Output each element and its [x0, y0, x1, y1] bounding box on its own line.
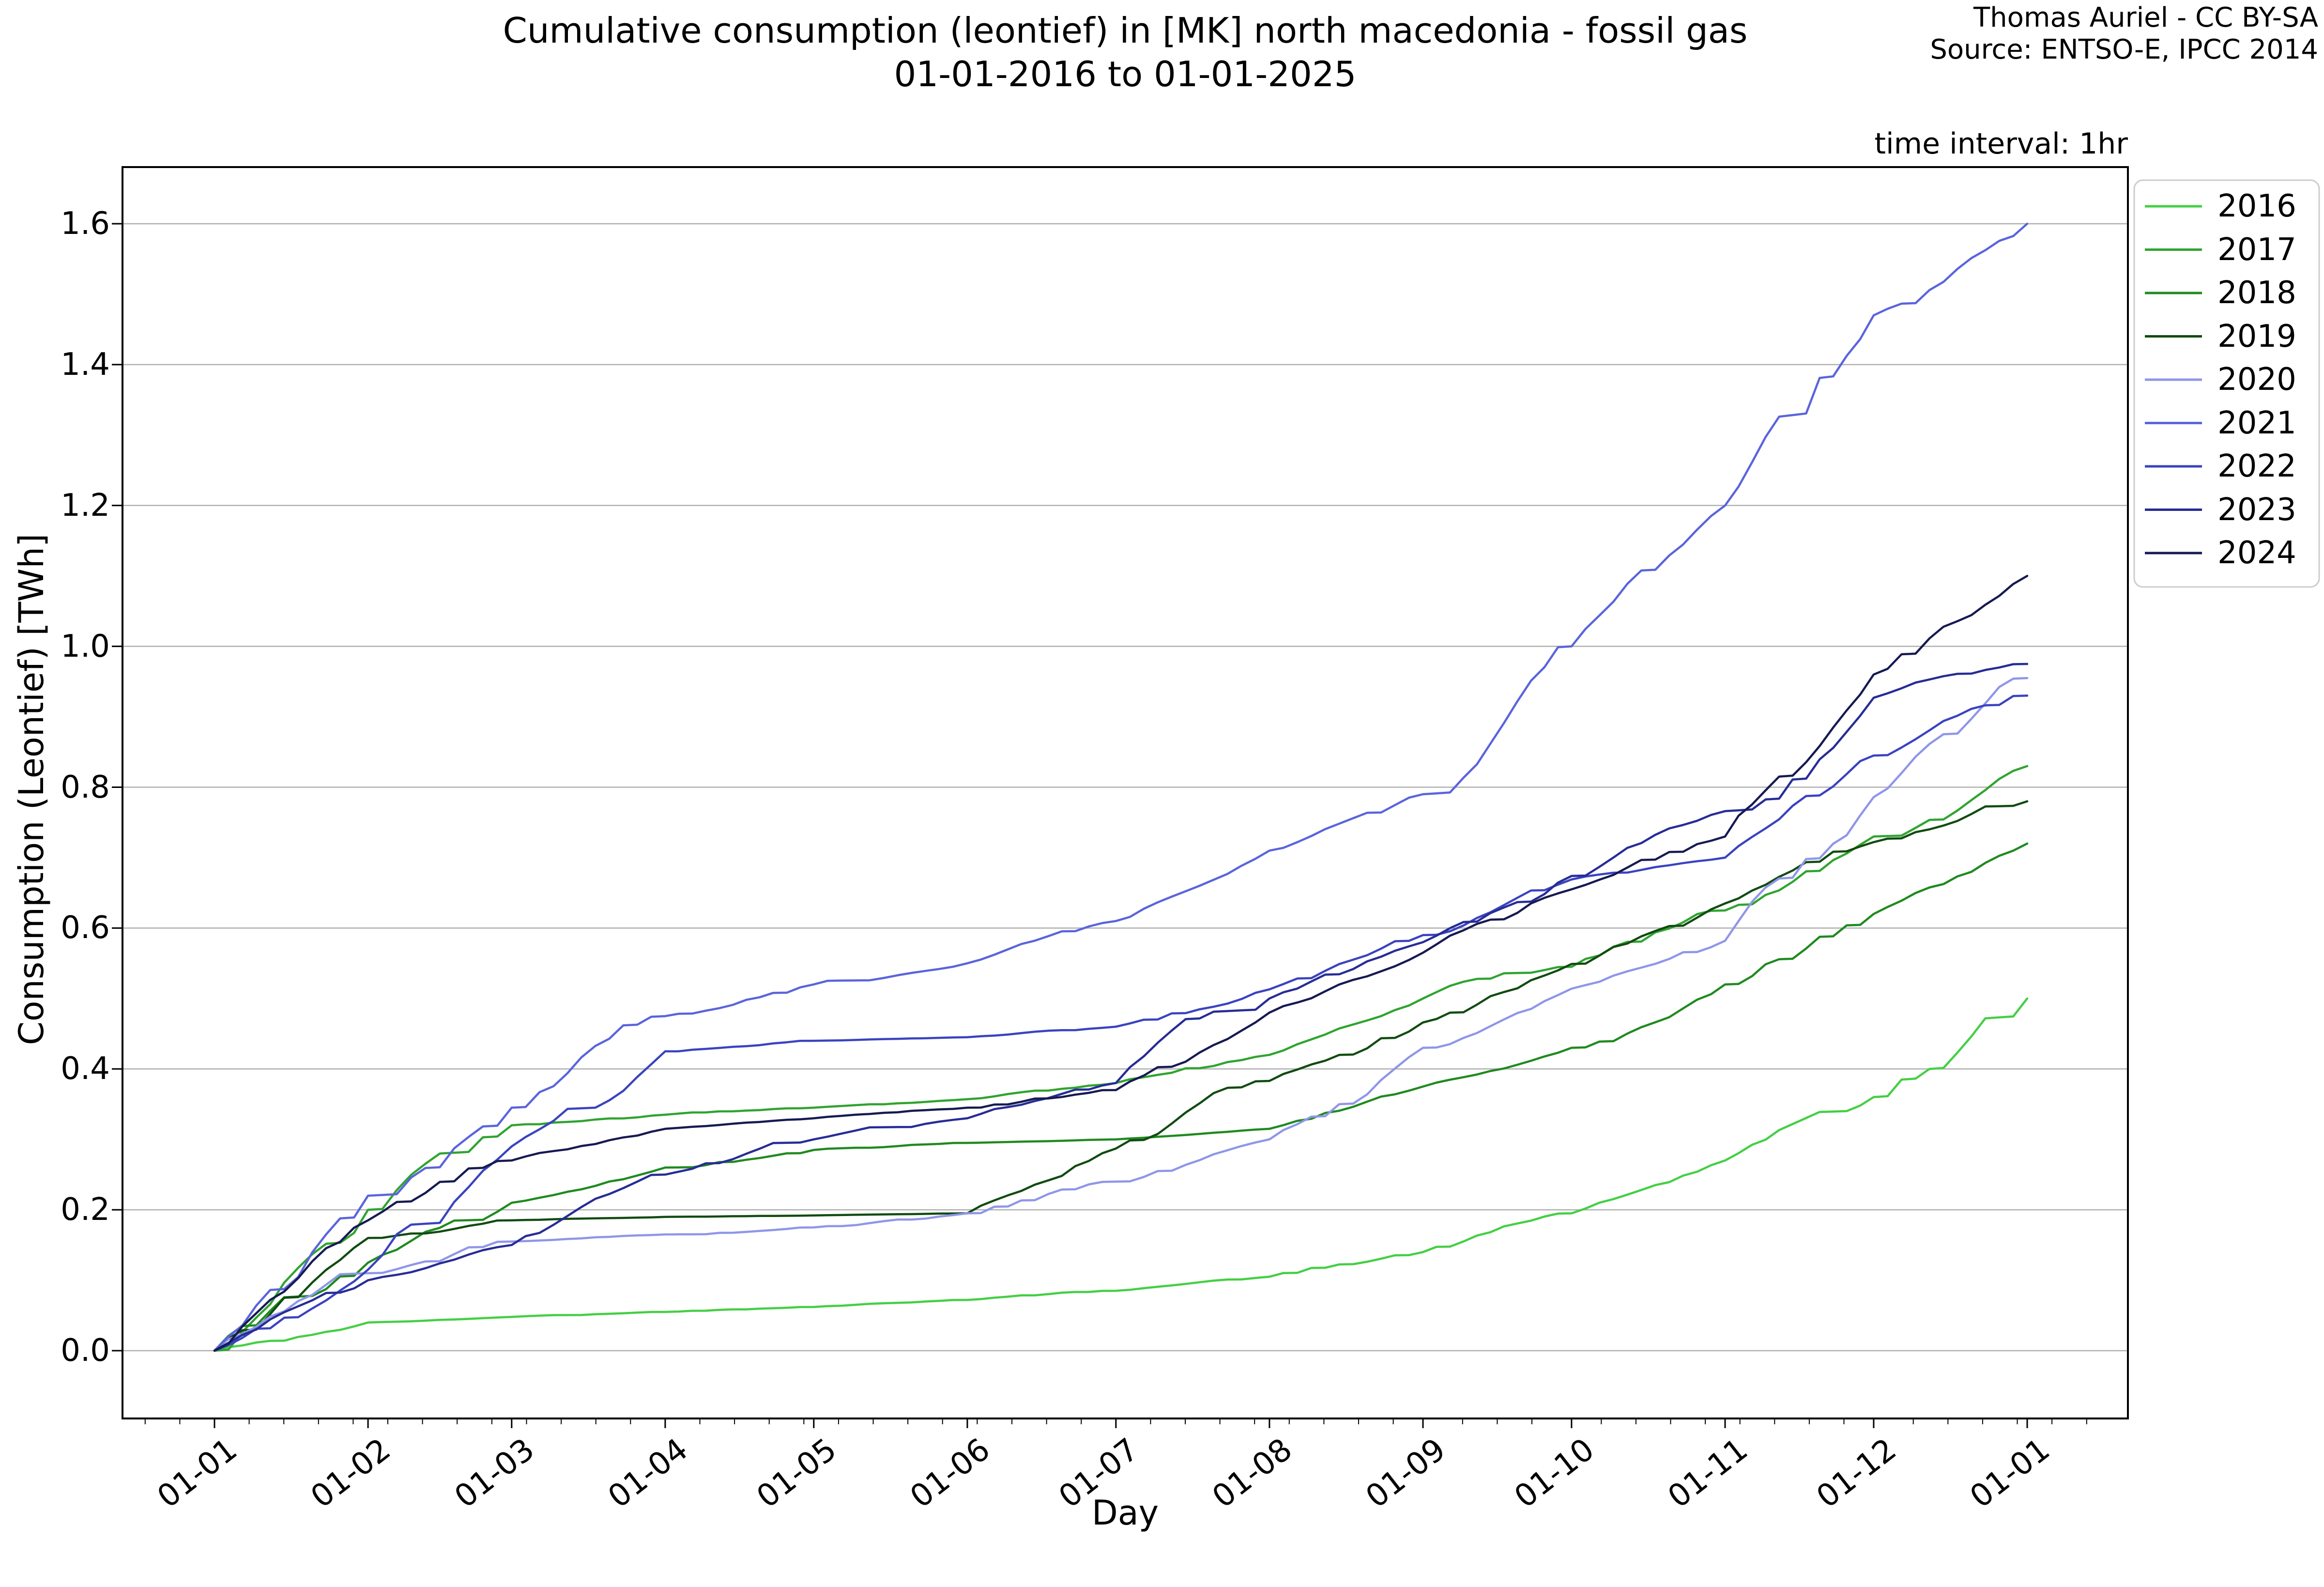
y-tick-label-1.6: 1.6	[61, 206, 110, 242]
legend-entry-2022: 2022	[2217, 448, 2296, 484]
plot-border	[122, 166, 2129, 1419]
series-line-2019	[213, 800, 2029, 1352]
y-tick-label-1.0: 1.0	[61, 628, 110, 664]
legend-entry-2021: 2021	[2217, 405, 2296, 441]
series-line-2022	[213, 694, 2029, 1352]
legend-entry-2018: 2018	[2217, 275, 2296, 311]
y-tick-label-0.4: 0.4	[61, 1051, 110, 1087]
series-line-2024	[213, 574, 2029, 1352]
chart-title: Cumulative consumption (leontief) in [MK…	[503, 10, 1748, 51]
legend-entry-2024: 2024	[2217, 535, 2296, 571]
time-interval-note: time interval: 1hr	[1874, 127, 2128, 161]
y-tick-label-0.6: 0.6	[61, 910, 110, 946]
attribution-author: Thomas Auriel - CC BY-SA	[1973, 2, 2318, 33]
series-line-2023	[213, 663, 2029, 1352]
y-tick-label-0.2: 0.2	[61, 1192, 110, 1228]
chart-title-block: Cumulative consumption (leontief) in [MK…	[122, 9, 2128, 96]
legend-box	[2133, 179, 2320, 588]
legend-entry-2017: 2017	[2217, 231, 2296, 268]
y-tick-label-0.8: 0.8	[61, 769, 110, 805]
legend-entry-2023: 2023	[2217, 492, 2296, 528]
chart-subtitle: 01-01-2016 to 01-01-2025	[894, 54, 1357, 94]
attribution-source: Source: ENTSO-E, IPCC 2014	[1930, 34, 2318, 65]
series-line-2018	[213, 842, 2029, 1352]
y-tick-label-1.4: 1.4	[61, 346, 110, 383]
legend-entry-2016: 2016	[2217, 188, 2296, 224]
legend-entry-2019: 2019	[2217, 318, 2296, 354]
series-line-2020	[213, 677, 2029, 1352]
series-line-2016	[213, 997, 2029, 1352]
attribution: Thomas Auriel - CC BY-SA Source: ENTSO-E…	[1930, 2, 2318, 66]
series-line-2017	[213, 765, 2029, 1352]
x-axis-label: Day	[1091, 1493, 1159, 1533]
figure-root: { "header": { "attribution_line1": "Thom…	[12, 2, 2320, 1533]
legend-entry-2020: 2020	[2217, 362, 2296, 398]
y-tick-label-0.0: 0.0	[61, 1333, 110, 1369]
chart-canvas	[112, 166, 2320, 1428]
series-line-2021	[213, 222, 2029, 1352]
y-tick-label-1.2: 1.2	[61, 487, 110, 524]
